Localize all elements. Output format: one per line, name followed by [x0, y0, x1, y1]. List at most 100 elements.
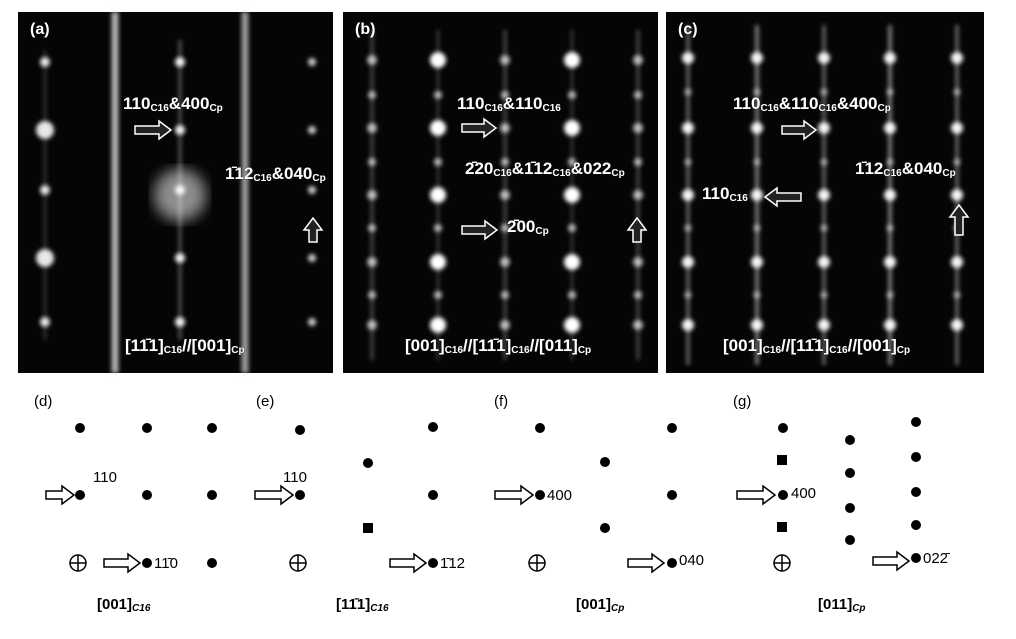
spot [818, 52, 830, 64]
label-subscript: C16 [132, 603, 151, 614]
spot [501, 224, 509, 232]
reflection-square [777, 455, 787, 465]
reflection-dot [142, 423, 152, 433]
reflection-dot [911, 417, 921, 427]
label-text: &110 [779, 94, 819, 113]
reflection-dot [75, 423, 85, 433]
reflection-dot [600, 523, 610, 533]
panel-label: (e) [256, 393, 274, 410]
reflection-label: 400 [547, 487, 572, 504]
panel-label: (a) [30, 21, 50, 38]
panel-label: (c) [678, 21, 698, 38]
spot [951, 122, 963, 134]
spot [175, 125, 185, 135]
label-text: [11̄1] [125, 336, 164, 355]
label-subscript: C16 [150, 103, 169, 114]
spot [40, 57, 50, 67]
reflection-dot [667, 490, 677, 500]
spot [564, 187, 580, 203]
spot [634, 91, 642, 99]
label-subscript: Cp [312, 173, 325, 184]
spot [634, 158, 642, 166]
label-text: &022 [571, 159, 612, 178]
arrow [736, 484, 777, 506]
label-text: &040 [902, 159, 943, 178]
reflection-dot [667, 423, 677, 433]
spot [500, 257, 510, 267]
reflection-dot [207, 423, 217, 433]
label-text: 1̄12 [855, 159, 883, 178]
label: 110C16&110C16 [457, 94, 561, 113]
spot [951, 256, 963, 268]
label-text: [001] [405, 336, 445, 355]
spot [633, 123, 643, 133]
spot [682, 319, 694, 331]
central-glow [154, 169, 206, 221]
spot [751, 52, 763, 64]
spot [886, 291, 894, 299]
spot [682, 256, 694, 268]
reflection-dot [600, 457, 610, 467]
spot [953, 88, 961, 96]
label-subscript: C16 [445, 345, 464, 356]
label-text: 1̄12 [225, 164, 253, 183]
spot [430, 52, 446, 68]
spot [818, 319, 830, 331]
spot [430, 187, 446, 203]
reflection-dot [911, 487, 921, 497]
label-subscript: C16 [819, 103, 838, 114]
label: 1̄12C16&040Cp [225, 164, 326, 183]
spot [500, 123, 510, 133]
panel-label: (b) [355, 21, 375, 38]
spot [434, 291, 442, 299]
arrow [872, 550, 911, 572]
spot [753, 224, 761, 232]
spot [40, 185, 50, 195]
spot [501, 291, 509, 299]
spot [308, 254, 316, 262]
label: 110C16&400Cp [123, 94, 223, 113]
label-subscript: Cp [942, 168, 955, 179]
label: [001]C16//[11̄1]C16//[001]Cp [723, 336, 910, 355]
arrow [389, 552, 428, 574]
spot [886, 88, 894, 96]
spot [884, 52, 896, 64]
label-subscript: C16 [729, 193, 748, 204]
spot [308, 58, 316, 66]
arrow [781, 119, 818, 141]
spot [568, 224, 576, 232]
panel-b-bg [343, 12, 658, 373]
spot [818, 256, 830, 268]
label-text: [001] [97, 596, 132, 613]
spot [367, 320, 377, 330]
panel-label: (f) [494, 393, 508, 410]
spot [430, 120, 446, 136]
reflection-square [363, 523, 373, 533]
spot [820, 224, 828, 232]
spot [367, 190, 377, 200]
spot [40, 317, 50, 327]
reflection-label: 110 [93, 469, 117, 486]
label-subscript: Cp [611, 168, 624, 179]
reflection-dot [911, 452, 921, 462]
label: [11̄1]C16 [336, 596, 389, 614]
arrow [302, 216, 324, 243]
reflection-dot [911, 553, 921, 563]
arrow [461, 117, 498, 139]
label-subscript: C16 [493, 168, 512, 179]
spot [634, 291, 642, 299]
spot [564, 120, 580, 136]
reflection-dot [207, 490, 217, 500]
label-subscript: C16 [484, 103, 503, 114]
spot [430, 254, 446, 270]
spot [564, 52, 580, 68]
arrow [134, 119, 173, 141]
reflection-dot [845, 435, 855, 445]
spot [884, 122, 896, 134]
spot [953, 291, 961, 299]
spot [500, 320, 510, 330]
reflection-dot [535, 423, 545, 433]
reflection-dot [428, 422, 438, 432]
arrow [626, 216, 648, 243]
label-text: &400 [837, 94, 878, 113]
